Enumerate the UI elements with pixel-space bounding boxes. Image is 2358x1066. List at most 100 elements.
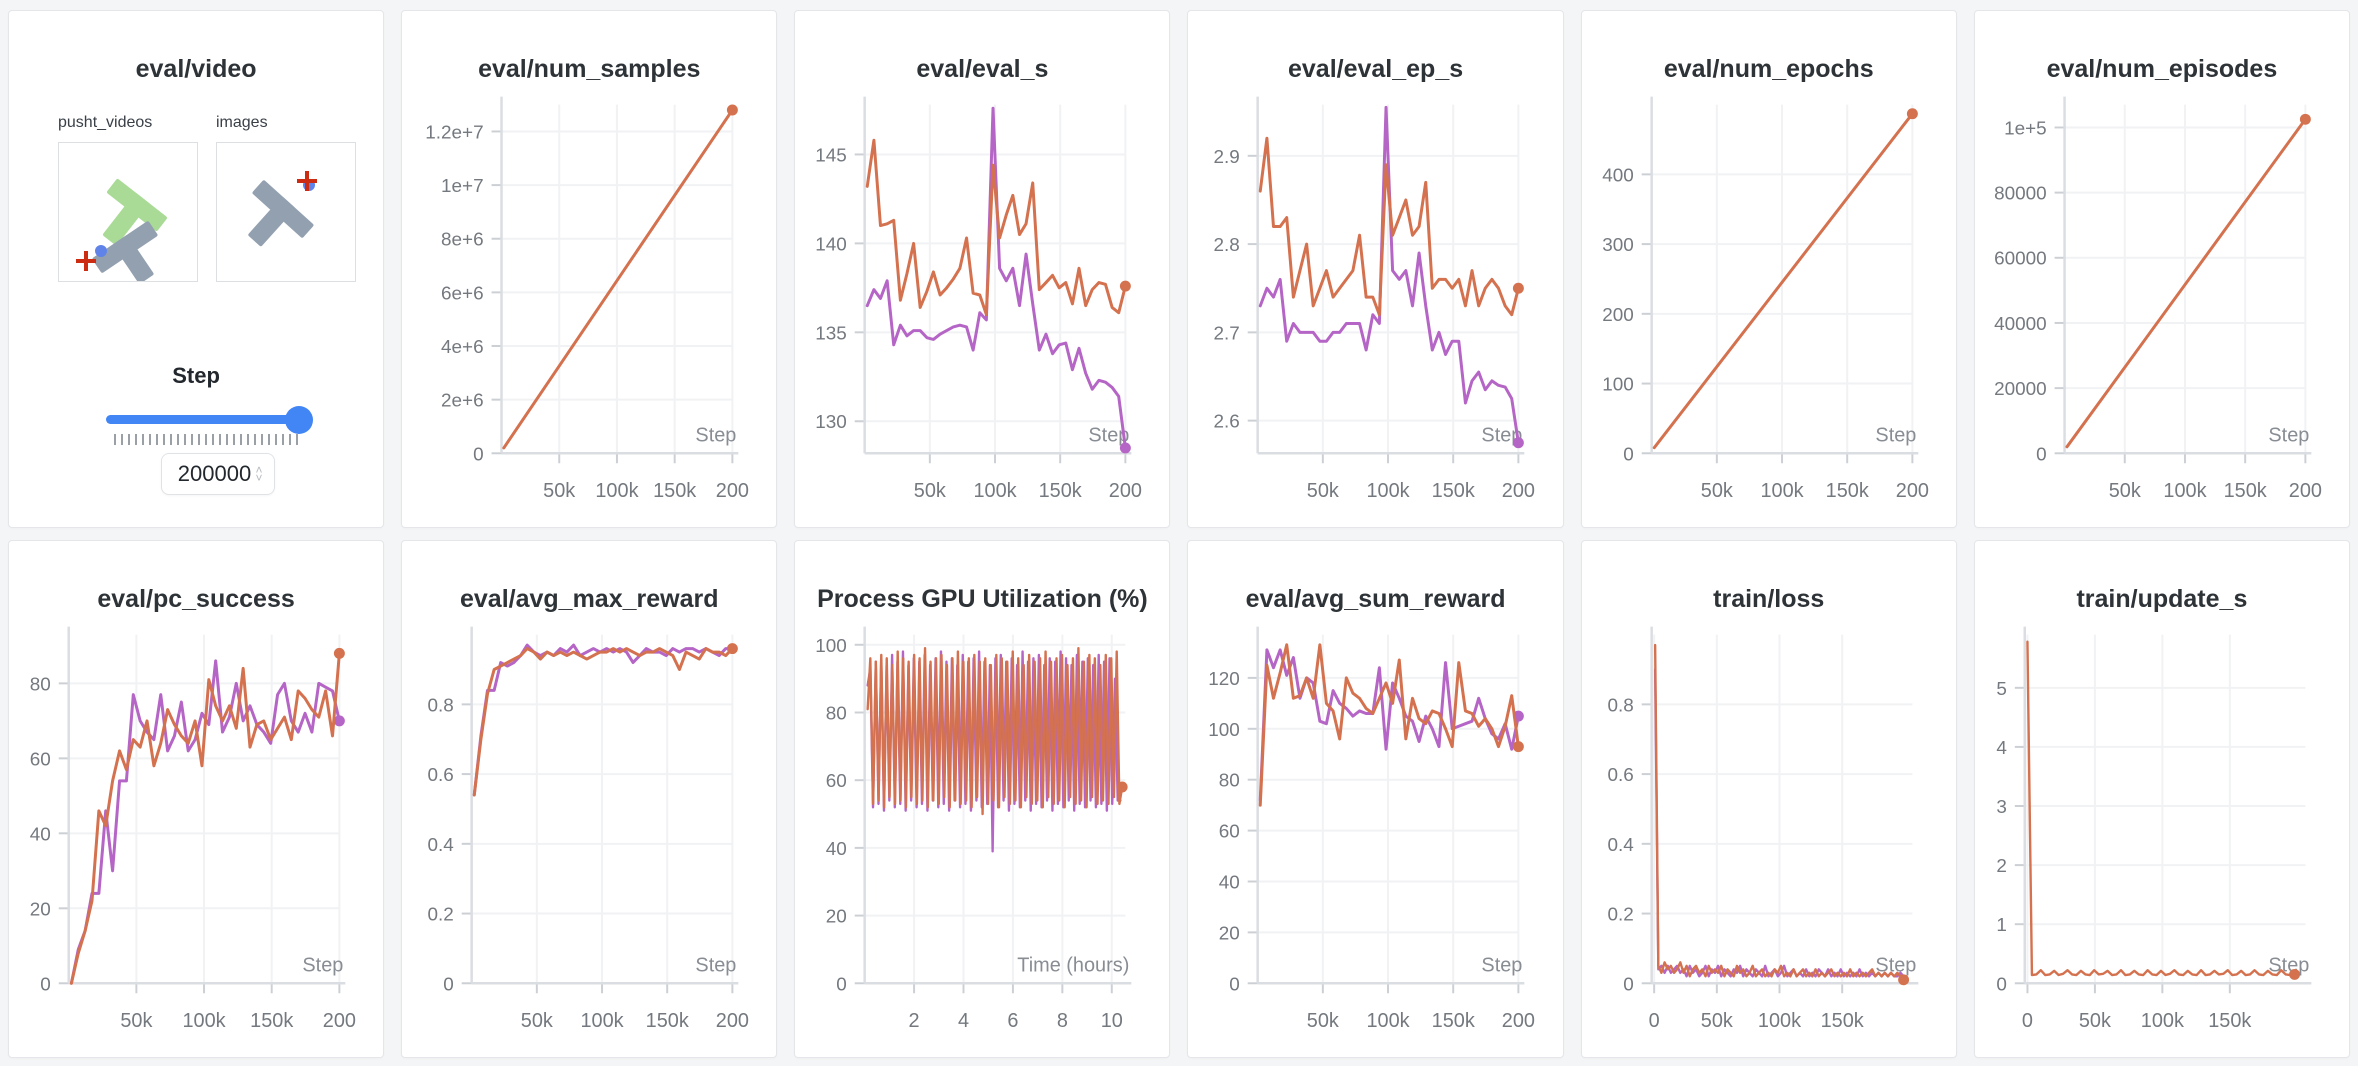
- chart-panel-train-update-s: train/update_s 0 1 2 3 4 5 0 50k 100k 150k Step: [1973, 540, 2350, 1058]
- y-tick-label: 200: [1602, 305, 1634, 326]
- y-tick-label: 0.2: [428, 905, 454, 926]
- x-tick-label: 200: [1502, 1010, 1535, 1032]
- chart-plot[interactable]: 0 20 40 60 80 100 2 4 6 8 10 Time (hours): [795, 541, 1169, 1057]
- image-thumbnail-label: images: [216, 114, 268, 131]
- x-tick-label: 2: [909, 1010, 920, 1032]
- y-tick-label: 60000: [1994, 249, 2047, 270]
- x-axis-label: Step: [1875, 954, 1916, 976]
- y-tick-label: 20: [826, 907, 847, 928]
- x-tick-label: 150k: [646, 1010, 689, 1032]
- series-line-orange: [866, 138, 1128, 317]
- series-line-orange: [502, 108, 735, 450]
- chart-canvas: 0 20 40 60 80 100 2 4 6 8 10 Time (hours): [816, 626, 1132, 1032]
- y-tick-label: 0: [1623, 974, 1634, 995]
- chart-plot[interactable]: 0 2e+6 4e+6 6e+6 8e+6 1e+7 1.2e+7 50k 100k 150k 20…: [402, 11, 776, 527]
- y-tick-label: 2e+6: [441, 391, 484, 412]
- x-tick-label: 200: [2289, 480, 2322, 502]
- x-tick-label: 150k: [2223, 480, 2266, 502]
- x-tick-label: 200: [1502, 480, 1535, 502]
- image-thumbnail[interactable]: [216, 142, 356, 282]
- y-tick-label: 100: [1209, 720, 1241, 741]
- media-panel: eval/video pusht_videos images: [8, 10, 385, 528]
- stepper-down-icon[interactable]: ˅: [255, 471, 263, 485]
- x-tick-label: 4: [958, 1010, 969, 1032]
- series-line-purple: [472, 643, 735, 797]
- chart-plot[interactable]: 0 0.2 0.4 0.6 0.8 0 50k 100k 150k Step: [1582, 541, 1956, 1057]
- chart-panel-eval-num-episodes: eval/num_episodes 0 20000 40000 60000 80000 1…: [1973, 10, 2350, 528]
- step-stepper: ˄ ˅: [255, 463, 263, 485]
- chart-plot[interactable]: 0 20 40 60 80 50k 100k 150k 200 Step: [9, 541, 383, 1057]
- series-end-dot-purple: [1120, 442, 1132, 454]
- series-end-dot-orange: [1513, 282, 1525, 294]
- x-tick-label: 100k: [974, 480, 1017, 502]
- series-line-orange: [1259, 643, 1521, 807]
- y-tick-label: 0: [443, 974, 454, 995]
- step-slider-tick-marks: [114, 434, 300, 445]
- chart-plot[interactable]: 0 0.2 0.4 0.6 0.8 50k 100k 150k 200 Step: [402, 541, 776, 1057]
- x-tick-label: 150k: [1432, 1010, 1475, 1032]
- y-tick-label: 0.4: [1607, 835, 1633, 856]
- x-tick-label: 100k: [596, 480, 639, 502]
- y-tick-label: 2.7: [1214, 323, 1240, 344]
- x-tick-label: 200: [716, 1010, 749, 1032]
- x-tick-label: 0: [2022, 1010, 2033, 1032]
- chart-plot[interactable]: 0 100 200 300 400 50k 100k 150k 200 Step: [1582, 11, 1956, 527]
- x-tick-label: 50k: [2109, 480, 2141, 502]
- chart-panel-process-gpu-utilization-: Process GPU Utilization (%) 0 20 40 60 80 100…: [794, 540, 1171, 1058]
- series-line-orange: [1259, 136, 1521, 317]
- x-axis-label: Step: [696, 424, 737, 446]
- y-tick-label: 80: [30, 674, 51, 695]
- step-input[interactable]: [173, 460, 256, 488]
- x-tick-label: 100k: [2141, 1010, 2184, 1032]
- stepper-up-icon[interactable]: ˄: [255, 463, 263, 477]
- y-tick-label: 130: [816, 412, 848, 433]
- step-slider[interactable]: [106, 415, 306, 424]
- y-tick-label: 40: [1219, 872, 1240, 893]
- x-tick-label: 0: [1648, 1010, 1659, 1032]
- x-axis-label: Step: [2268, 954, 2309, 976]
- chart-canvas: 0 20000 40000 60000 80000 1e+5 50k 100k 150k 200 S…: [1994, 96, 2322, 502]
- chart-canvas: 0 2e+6 4e+6 6e+6 8e+6 1e+7 1.2e+7 50k 100k 150k 20…: [425, 96, 749, 502]
- y-tick-label: 0: [1623, 444, 1634, 465]
- y-tick-label: 0: [2036, 444, 2047, 465]
- chart-plot[interactable]: 130 135 140 145 50k 100k 150k 200 Step: [795, 11, 1169, 527]
- x-tick-label: 150k: [1432, 480, 1475, 502]
- series-line-orange: [69, 651, 341, 985]
- chart-panel-eval-eval-s: eval/eval_s 130 135 140 145 50k 100k 150k 200 St…: [794, 10, 1171, 528]
- chart-plot[interactable]: 2.6 2.7 2.8 2.9 50k 100k 150k 200 Step: [1188, 11, 1562, 527]
- y-tick-label: 1: [1996, 915, 2007, 936]
- chart-canvas: 0 0.2 0.4 0.6 0.8 0 50k 100k 150k Step: [1607, 626, 1919, 1032]
- x-axis-label: Step: [696, 954, 737, 976]
- y-tick-label: 2.8: [1214, 235, 1240, 256]
- x-axis-label: Step: [2268, 424, 2309, 446]
- x-tick-label: 50k: [1700, 480, 1732, 502]
- y-tick-label: 1e+5: [2004, 118, 2047, 139]
- series-end-dot-orange: [1513, 741, 1525, 753]
- series-end-dot-orange: [333, 647, 345, 659]
- chart-plot[interactable]: 0 20000 40000 60000 80000 1e+5 50k 100k 150k 200 S…: [1975, 11, 2349, 527]
- chart-canvas: 0 20 40 60 80 50k 100k 150k 200 Step: [30, 626, 356, 1032]
- chart-canvas: 0 20 40 60 80 100 120 50k 100k 150k 200 Step: [1209, 626, 1535, 1032]
- y-tick-label: 40000: [1994, 314, 2047, 335]
- x-tick-label: 100k: [1758, 1010, 1801, 1032]
- chart-plot[interactable]: 0 1 2 3 4 5 0 50k 100k 150k Step: [1975, 541, 2349, 1057]
- x-tick-label: 100k: [2163, 480, 2206, 502]
- chart-canvas: 130 135 140 145 50k 100k 150k 200 Step: [816, 96, 1142, 502]
- y-tick-label: 6e+6: [441, 283, 484, 304]
- x-tick-label: 200: [1895, 480, 1928, 502]
- series-end-dot-purple: [1513, 437, 1525, 449]
- chart-plot[interactable]: 0 20 40 60 80 100 120 50k 100k 150k 200 Step: [1188, 541, 1562, 1057]
- y-tick-label: 5: [1996, 679, 2007, 700]
- x-tick-label: 100k: [182, 1010, 225, 1032]
- y-tick-label: 40: [30, 824, 51, 845]
- x-axis-label: Step: [1875, 424, 1916, 446]
- pusht-block-t-shape: [248, 180, 314, 247]
- series-end-dot-orange: [1117, 781, 1128, 793]
- x-tick-label: 50k: [543, 480, 575, 502]
- pusht-goal-t-shape: [103, 179, 167, 246]
- series-end-dot-orange: [1897, 974, 1909, 986]
- chart-canvas: 0 1 2 3 4 5 0 50k 100k 150k Step: [1996, 626, 2312, 1032]
- x-tick-label: 150k: [653, 480, 696, 502]
- step-slider-thumb[interactable]: [285, 406, 313, 434]
- video-thumbnail[interactable]: [58, 142, 198, 284]
